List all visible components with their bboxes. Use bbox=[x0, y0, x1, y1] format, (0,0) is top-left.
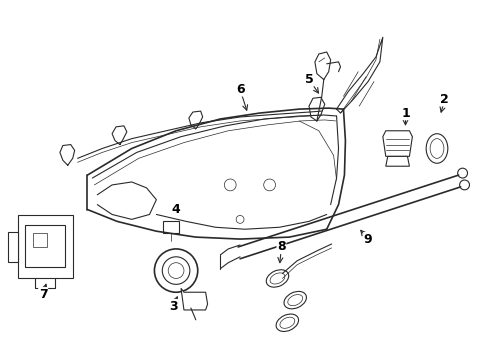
Text: 8: 8 bbox=[277, 240, 286, 253]
Circle shape bbox=[458, 168, 467, 178]
Polygon shape bbox=[163, 221, 179, 233]
Polygon shape bbox=[8, 232, 18, 262]
Polygon shape bbox=[181, 288, 208, 310]
Text: 5: 5 bbox=[305, 73, 314, 86]
Polygon shape bbox=[18, 215, 73, 278]
Text: 9: 9 bbox=[364, 233, 372, 246]
Polygon shape bbox=[386, 156, 410, 166]
Polygon shape bbox=[25, 225, 65, 267]
Circle shape bbox=[460, 180, 469, 190]
Text: 3: 3 bbox=[169, 300, 177, 312]
Polygon shape bbox=[383, 131, 413, 156]
Text: 2: 2 bbox=[441, 93, 449, 106]
Text: 1: 1 bbox=[401, 107, 410, 120]
Text: 4: 4 bbox=[172, 203, 180, 216]
Text: 7: 7 bbox=[39, 288, 48, 301]
FancyBboxPatch shape bbox=[33, 233, 47, 247]
Text: 6: 6 bbox=[236, 83, 245, 96]
